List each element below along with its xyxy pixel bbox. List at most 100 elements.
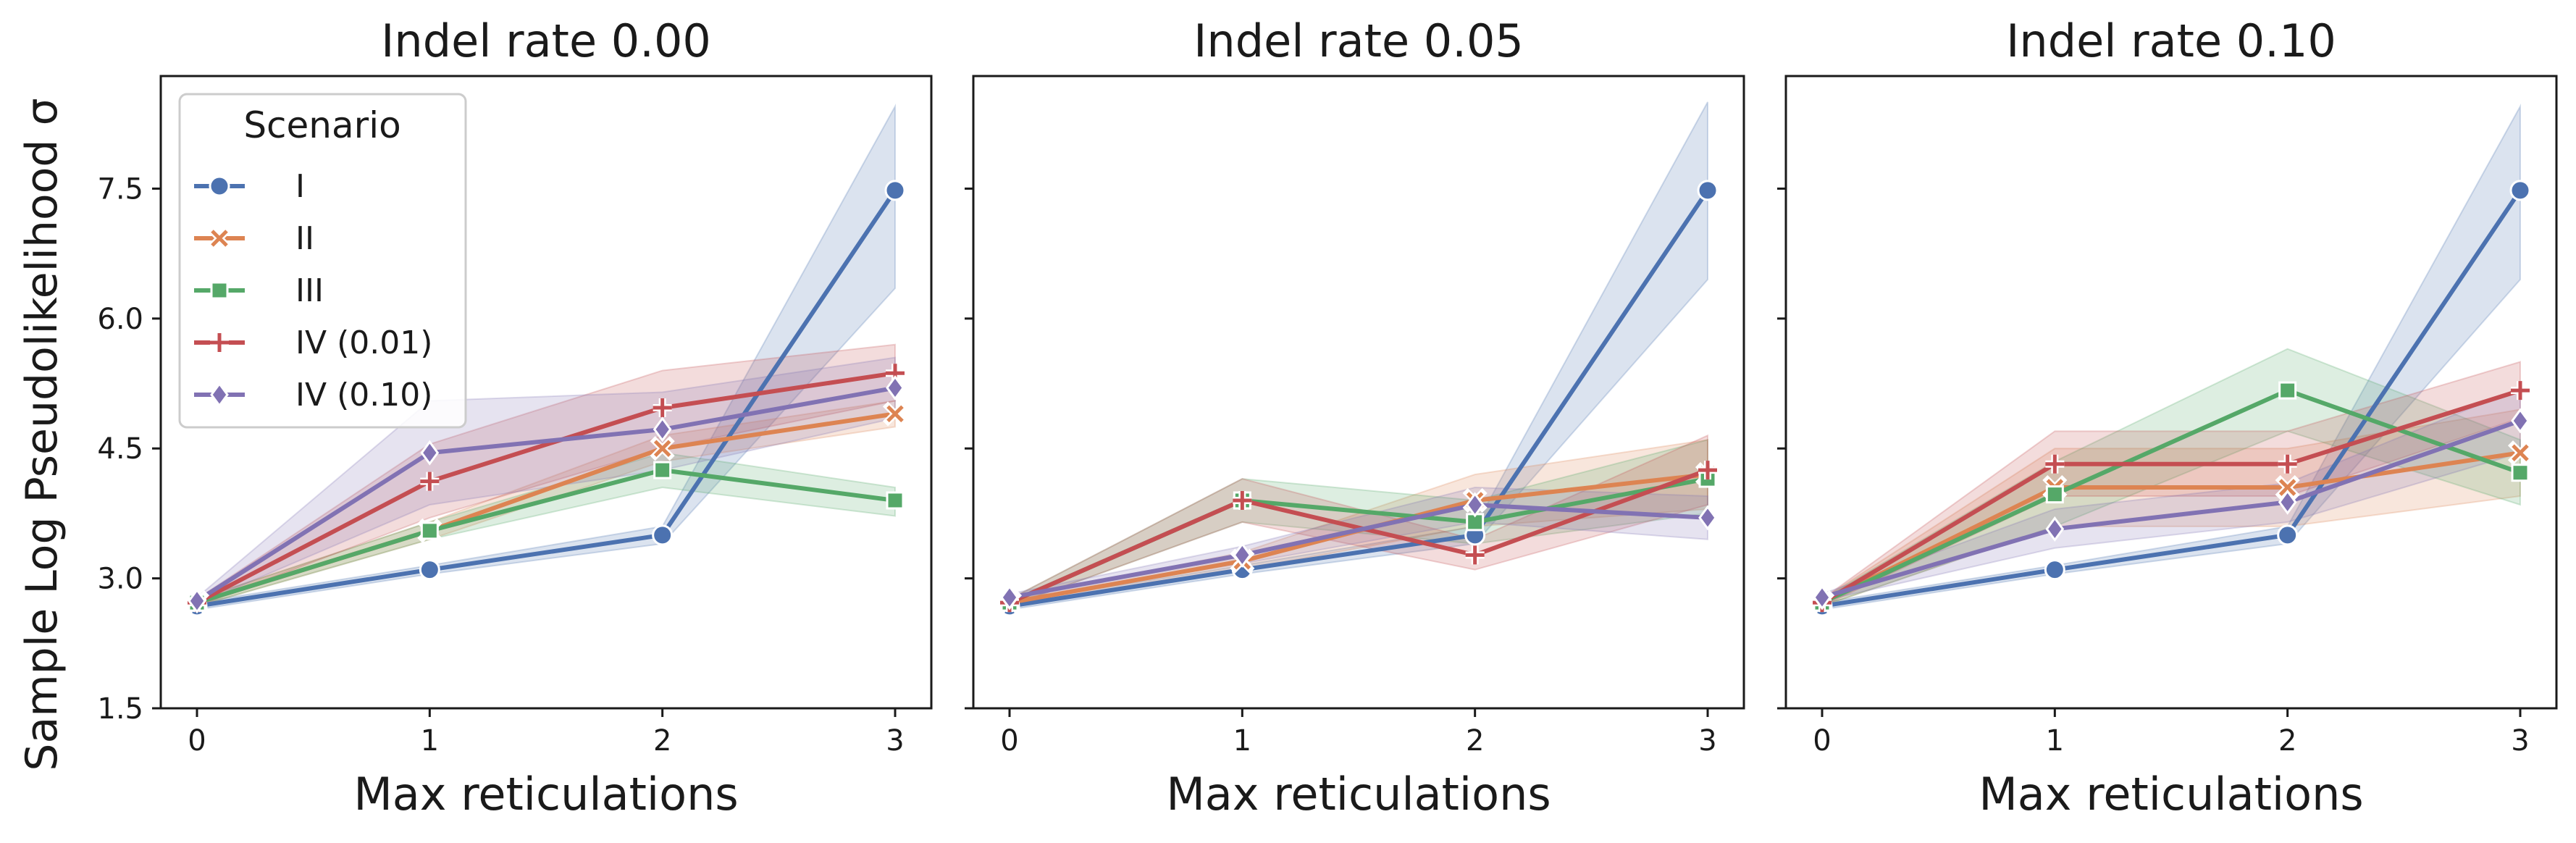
data-point [1000,584,1019,611]
data-point [2511,381,2530,400]
data-point [650,436,675,461]
legend-marker [210,333,229,352]
confidence-band [1821,408,2521,608]
data-point [652,524,674,546]
data-point [1233,542,1252,568]
legend-item: I [194,168,305,205]
data-point [653,398,672,418]
y-tick-label: 3.0 [97,563,143,596]
data-point [1698,505,1717,531]
data-point [653,461,672,479]
plot-frame [159,75,933,710]
legend-label: IV (0.10) [295,377,432,414]
panel-title: Indel rate 0.10 [2006,14,2336,67]
series-line [1009,189,1710,608]
data-point [1813,584,1832,611]
data-point [1233,490,1252,510]
series-line [1821,450,2521,605]
data-point [653,416,672,443]
confidence-band [1009,101,1708,611]
data-point [2044,559,2065,581]
panel-3: Indel rate 0.10 0 1 2 3 Max reticulations [1777,14,2558,821]
plot-frame [972,75,1745,710]
x-tick-label: 0 [1000,724,1018,758]
x-tick-label: 0 [188,724,206,758]
panel-2: Indel rate 0.05 0 1 2 3 Max reticulations [965,14,1745,821]
confidence-band [196,452,896,608]
legend-marker [209,175,230,197]
series-line [1821,189,2522,608]
legend-label: IV (0.01) [295,324,432,361]
data-point [2045,516,2065,542]
confidence-band [196,103,896,611]
data-point [420,471,440,491]
data-point [2045,485,2064,504]
data-point [1697,180,1719,201]
x-axis-label: Max reticulations [1979,768,2363,821]
legend-marker [210,382,229,408]
x-tick-label: 1 [421,724,439,758]
x-tick-label: 3 [2511,724,2529,758]
panel-title: Indel rate 0.05 [1193,14,1524,67]
x-tick-label: 2 [1466,724,1484,758]
y-tick-label: 6.0 [97,303,143,336]
data-point [2045,454,2065,474]
data-point [884,180,906,201]
series-line [1821,388,2521,605]
legend-label: II [295,220,314,257]
data-point [2277,524,2299,546]
legend-marker [210,281,229,300]
legend-item: IV (0.10) [194,377,432,414]
x-axis-label: Max reticulations [353,768,738,821]
data-point [886,491,905,510]
legend-item: III [194,272,324,309]
panel-1: Indel rate 0.00 0 1 2 3 1.5 3.0 4.5 6.0 7.5 Max re… [97,14,933,821]
confidence-band [1009,434,1708,608]
x-tick-label: 2 [653,724,671,758]
data-point [2511,408,2530,434]
legend-marker [206,225,232,251]
data-point [2275,474,2300,500]
data-point [420,440,440,466]
confidence-band [1821,103,2521,611]
data-point [2511,464,2530,482]
series-line [196,468,896,605]
x-tick-label: 3 [1698,724,1716,758]
x-tick-label: 3 [886,724,904,758]
y-axis-label: Sample Log Pseudolikelihood σ [17,98,67,771]
data-point [2278,489,2297,515]
x-tick-label: 1 [2046,724,2064,758]
series-line [196,189,897,608]
data-point [188,588,206,614]
legend-label: I [295,168,305,205]
data-point [2278,454,2297,474]
x-tick-label: 1 [1233,724,1251,758]
x-axis-label: Max reticulations [1166,768,1551,821]
data-point [882,401,908,427]
series-line [196,371,896,605]
legend-label: III [295,272,324,309]
y-tick-label: 4.5 [97,432,143,466]
series-line [196,385,896,603]
data-point [2509,180,2531,201]
series-line [1009,502,1708,600]
data-point [2507,440,2533,466]
legend-title: Scenario [243,104,400,146]
data-point [1465,492,1485,518]
data-point [1698,461,1717,480]
data-point [1465,545,1485,565]
x-tick-label: 2 [2278,724,2296,758]
y-tick-label: 1.5 [97,692,143,726]
panel-title: Indel rate 0.00 [381,14,711,67]
series-line [1821,388,2522,605]
legend-item: II [194,220,314,257]
plot-frame [1784,75,2558,710]
data-point [420,521,439,540]
data-point [886,374,905,401]
y-tick-label: 7.5 [97,172,143,206]
legend-box [178,93,467,429]
legend-item: IV (0.01) [194,324,432,361]
x-tick-label: 0 [1813,724,1831,758]
